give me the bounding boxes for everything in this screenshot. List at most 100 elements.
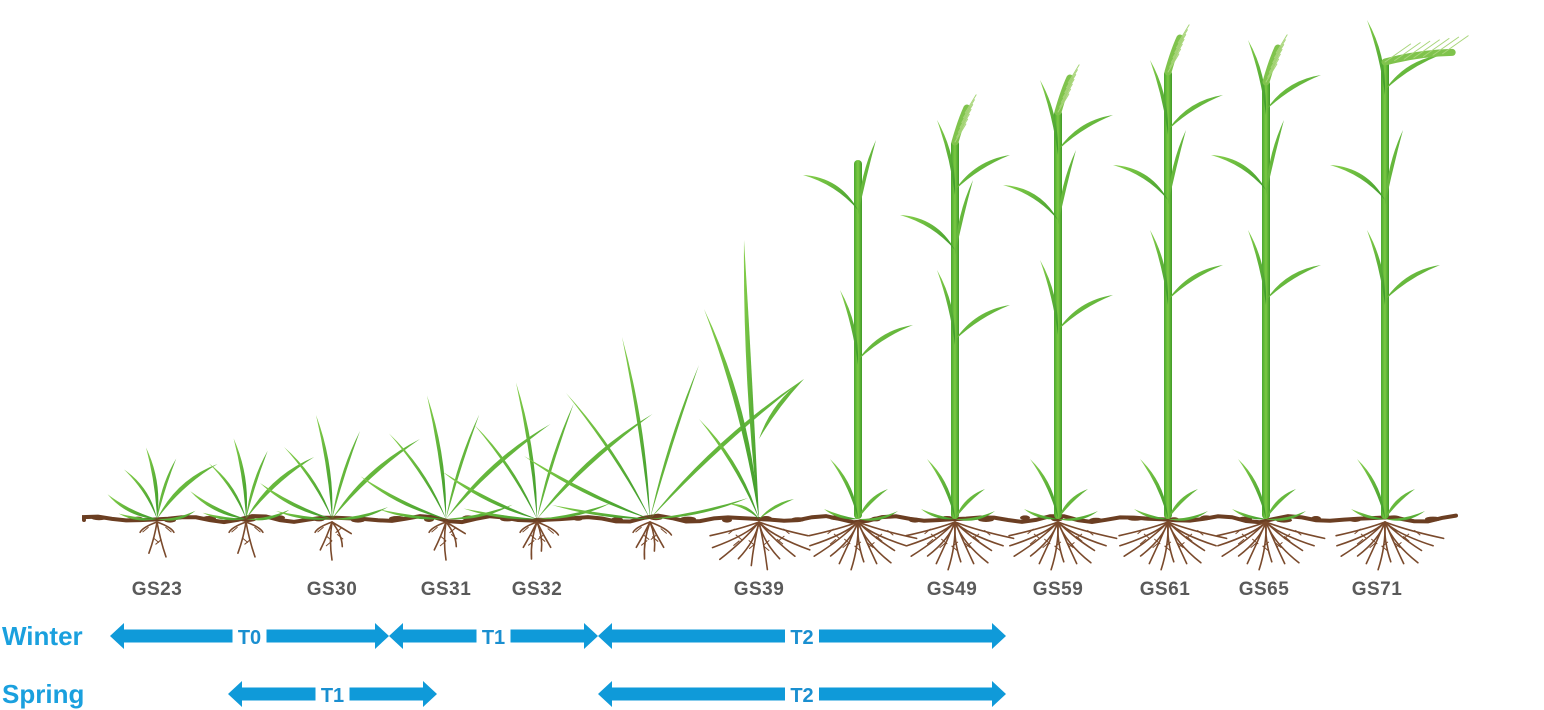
leaf (1168, 511, 1208, 521)
wheat-plant (803, 140, 918, 571)
row-label: Spring (2, 679, 84, 709)
leaf (1266, 511, 1306, 521)
soil-clump (760, 516, 772, 521)
wheat-plant (1330, 20, 1469, 571)
roots (709, 521, 811, 571)
wheat-plant (107, 447, 218, 558)
stem (951, 140, 959, 519)
soil-clump (202, 516, 216, 521)
leaf (955, 155, 1010, 190)
ear (951, 94, 977, 146)
soil-clump (1127, 516, 1143, 521)
timing-row-spring: Spring T1 T2 (2, 679, 1006, 709)
leaf (463, 508, 537, 520)
leaf (900, 215, 955, 250)
soil-clump (909, 517, 921, 523)
growth-stage-label: GS71 (1352, 579, 1403, 600)
timing-arrow: T1 (228, 680, 437, 708)
timing-arrow: T2 (598, 622, 1006, 650)
leaf (1040, 260, 1059, 335)
leaf (1367, 230, 1386, 305)
soil-clump (91, 515, 107, 521)
roots (228, 521, 264, 558)
timing-label: T1 (321, 685, 344, 707)
roots (314, 521, 352, 561)
growth-stage-label: GS31 (421, 579, 472, 600)
soil-clump (275, 515, 285, 521)
leaf (1150, 60, 1169, 135)
leaf (1003, 185, 1058, 220)
leaf (1058, 511, 1098, 521)
leaf (1168, 95, 1223, 130)
timing-arrow: T0 (110, 622, 389, 650)
leaf (1058, 295, 1113, 330)
roots (808, 521, 918, 571)
arrow-label-bg (476, 622, 511, 650)
soil-clump (1425, 516, 1441, 522)
soil-clump (680, 516, 696, 522)
timing-label: T2 (790, 627, 813, 649)
soil-clump (649, 515, 663, 521)
leaf (1024, 509, 1058, 520)
leaf (208, 463, 246, 519)
leaf (1367, 20, 1386, 95)
leaf (1385, 511, 1425, 521)
leaf (233, 438, 248, 519)
growth-stage-label: GS49 (927, 579, 978, 600)
leaf (650, 365, 699, 519)
leaf (937, 270, 956, 345)
growth-stage-label: GS65 (1239, 579, 1290, 600)
wheat-plant (360, 395, 551, 561)
growth-stage-label: GS32 (512, 579, 563, 600)
ear (1262, 34, 1288, 86)
leaf (316, 415, 333, 519)
leaf (1058, 115, 1113, 150)
growth-stage-label: GS59 (1033, 579, 1084, 600)
leaf (955, 511, 995, 521)
ear (1381, 35, 1469, 66)
leaf (743, 240, 759, 519)
leaf (1248, 40, 1267, 115)
leaf (1330, 165, 1385, 200)
leaf (1248, 230, 1267, 305)
arrow-label-bg (785, 622, 819, 650)
leaf (1134, 509, 1168, 520)
leaf (379, 509, 446, 520)
leaf (858, 325, 913, 360)
timing-arrow: T2 (598, 680, 1006, 708)
leaf (1168, 489, 1198, 519)
soil-clump (791, 517, 805, 522)
wheat-plant (260, 415, 420, 561)
roots (1216, 521, 1326, 571)
leaf (927, 459, 955, 519)
leaf (1266, 75, 1321, 110)
wheat-plant (900, 94, 1015, 571)
growth-stage-label: GS23 (132, 579, 183, 600)
leaf (921, 509, 955, 520)
leaf (537, 503, 611, 520)
soil-clump (722, 517, 732, 523)
growth-stage-label: GS30 (307, 579, 358, 600)
plant-illustrations (107, 20, 1469, 571)
soil-clump (611, 517, 623, 522)
leaf (1040, 80, 1059, 155)
wheat-plant (190, 438, 315, 558)
leaf (1140, 459, 1168, 519)
row-label: Winter (2, 621, 83, 651)
soil-clump (1349, 517, 1361, 522)
soil-clump (1200, 515, 1212, 521)
leaf (276, 511, 332, 520)
soil-clump (1089, 517, 1103, 523)
leaf (824, 509, 858, 520)
growth-stage-label: GS61 (1140, 579, 1191, 600)
leaf (955, 489, 985, 519)
leaf (1030, 459, 1058, 519)
leaf (446, 414, 480, 519)
leaf (1357, 459, 1385, 519)
leaf (332, 507, 388, 520)
leaf (759, 499, 794, 519)
leaf (1232, 509, 1266, 520)
leaf (1211, 155, 1266, 190)
stem (1381, 60, 1389, 519)
